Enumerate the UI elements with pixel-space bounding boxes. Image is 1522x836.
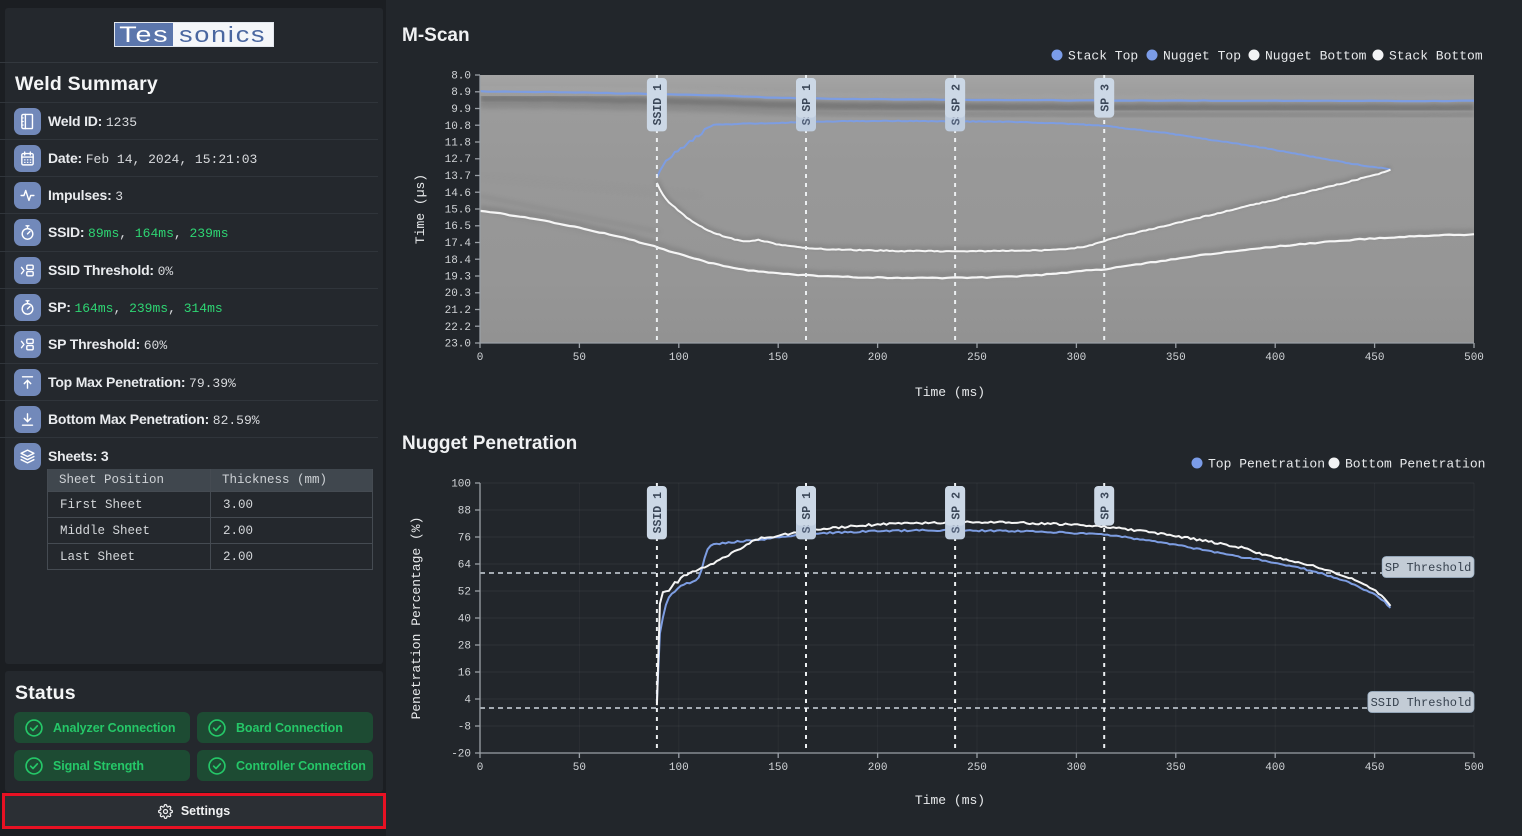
svg-text:17.4: 17.4 (445, 238, 472, 250)
svg-text:16: 16 (458, 668, 471, 680)
svg-text:8.0: 8.0 (451, 71, 471, 83)
svg-text:9.9: 9.9 (451, 104, 471, 116)
svg-text:Time (ms): Time (ms) (915, 385, 985, 400)
svg-text:SP 2: SP 2 (950, 492, 963, 520)
svg-text:SSID Threshold: SSID Threshold (1371, 696, 1472, 710)
svg-text:50: 50 (573, 352, 586, 364)
svg-text:Nugget Penetration: Nugget Penetration (402, 433, 577, 454)
svg-text:Time (µs): Time (µs) (413, 174, 428, 244)
svg-text:500: 500 (1464, 762, 1484, 774)
svg-text:21.2: 21.2 (445, 305, 471, 317)
svg-text:350: 350 (1166, 762, 1186, 774)
svg-text:250: 250 (967, 352, 987, 364)
svg-text:SP 1: SP 1 (801, 84, 814, 112)
svg-text:100: 100 (669, 762, 689, 774)
svg-text:Stack Bottom: Stack Bottom (1389, 49, 1483, 64)
svg-text:88: 88 (458, 506, 471, 518)
svg-text:40: 40 (458, 614, 471, 626)
svg-text:450: 450 (1365, 352, 1385, 364)
svg-text:SP 2: SP 2 (950, 84, 963, 112)
svg-text:50: 50 (573, 762, 586, 774)
svg-text:SP 3: SP 3 (1099, 492, 1112, 520)
svg-text:76: 76 (458, 533, 471, 545)
svg-text:SP 3: SP 3 (1099, 84, 1112, 112)
svg-text:Stack Top: Stack Top (1068, 49, 1138, 64)
svg-text:23.0: 23.0 (445, 339, 471, 351)
svg-text:8.9: 8.9 (451, 87, 471, 99)
svg-text:400: 400 (1265, 762, 1285, 774)
svg-text:Nugget Top: Nugget Top (1163, 49, 1241, 64)
svg-text:SSID 1: SSID 1 (652, 84, 665, 126)
svg-text:64: 64 (458, 560, 472, 572)
svg-text:150: 150 (768, 762, 788, 774)
svg-text:100: 100 (669, 352, 689, 364)
svg-text:15.6: 15.6 (445, 205, 471, 217)
svg-text:M-Scan: M-Scan (402, 25, 470, 46)
svg-text:500: 500 (1464, 352, 1484, 364)
svg-text:11.8: 11.8 (445, 138, 471, 150)
svg-text:100: 100 (451, 479, 471, 491)
svg-text:4: 4 (464, 695, 471, 707)
svg-text:200: 200 (868, 762, 888, 774)
svg-text:19.3: 19.3 (445, 272, 471, 284)
svg-text:16.5: 16.5 (445, 221, 471, 233)
svg-text:12.7: 12.7 (445, 154, 471, 166)
svg-text:Top Penetration: Top Penetration (1208, 457, 1325, 472)
svg-text:Penetration Percentage (%): Penetration Percentage (%) (409, 517, 424, 720)
svg-text:300: 300 (1066, 352, 1086, 364)
svg-text:450: 450 (1365, 762, 1385, 774)
svg-text:SP 1: SP 1 (801, 492, 814, 520)
svg-text:400: 400 (1265, 352, 1285, 364)
svg-text:0: 0 (477, 762, 484, 774)
svg-text:0: 0 (477, 352, 484, 364)
svg-text:250: 250 (967, 762, 987, 774)
svg-text:SSID 1: SSID 1 (652, 492, 665, 534)
svg-text:200: 200 (868, 352, 888, 364)
svg-text:22.2: 22.2 (445, 322, 471, 334)
svg-text:14.6: 14.6 (445, 188, 471, 200)
svg-text:Bottom Penetration: Bottom Penetration (1345, 457, 1485, 472)
svg-text:28: 28 (458, 641, 471, 653)
svg-text:20.3: 20.3 (445, 288, 471, 300)
svg-text:52: 52 (458, 587, 471, 599)
svg-text:SP Threshold: SP Threshold (1385, 561, 1471, 575)
svg-text:-8: -8 (458, 722, 471, 734)
svg-text:Time (ms): Time (ms) (915, 793, 985, 808)
svg-text:350: 350 (1166, 352, 1186, 364)
svg-text:150: 150 (768, 352, 788, 364)
svg-text:-20: -20 (451, 749, 471, 761)
svg-text:18.4: 18.4 (445, 255, 472, 267)
svg-text:300: 300 (1066, 762, 1086, 774)
svg-text:13.7: 13.7 (445, 171, 471, 183)
svg-text:10.8: 10.8 (445, 121, 471, 133)
svg-text:Nugget Bottom: Nugget Bottom (1265, 49, 1367, 64)
